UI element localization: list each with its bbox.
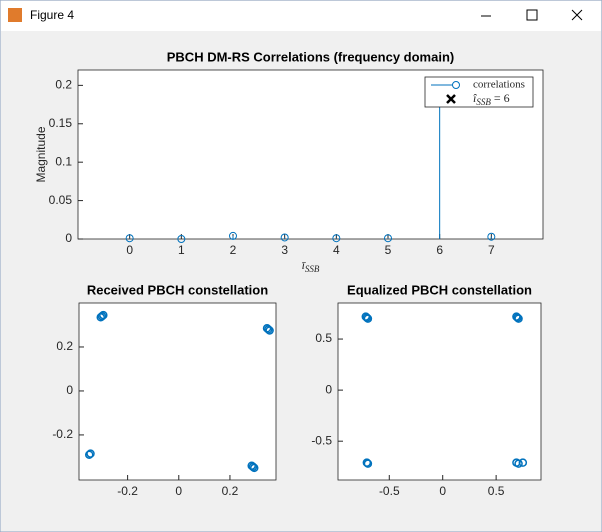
legend-label-sub: SSB — [476, 97, 491, 107]
y-tick-label: 0 — [65, 231, 72, 245]
x-axis-label-base: ī — [302, 258, 307, 272]
x-axis-label-sub: SSB — [305, 264, 320, 274]
legend-label-rest: = 6 — [491, 91, 510, 105]
stem-marker — [229, 231, 237, 240]
stem-marker — [384, 234, 392, 243]
y-tick-label: 0.2 — [55, 78, 72, 92]
point — [518, 458, 528, 467]
x-tick-label: -0.5 — [379, 484, 400, 498]
x-axis-label: īSSB — [302, 258, 320, 274]
y-tick-label: -0.2 — [52, 427, 73, 441]
x-tick-label: 7 — [488, 243, 495, 257]
point — [265, 326, 274, 335]
point — [513, 313, 522, 322]
point — [86, 449, 95, 458]
y-tick-label: 0 — [66, 383, 73, 397]
title-bar — [1, 1, 601, 31]
stem-marker — [280, 233, 289, 242]
y-tick-label: 0.05 — [49, 193, 73, 207]
point — [514, 314, 523, 323]
point — [250, 463, 259, 473]
plots: PBCH DM-RS Correlations (frequency domai… — [34, 49, 544, 498]
x-tick-label: 0.2 — [222, 484, 239, 498]
point — [363, 459, 373, 468]
y-tick-label: 0 — [325, 382, 332, 396]
x-tick-label: 0 — [175, 484, 182, 498]
stem-marker — [487, 232, 496, 241]
x-tick-label: 0 — [439, 484, 446, 498]
point — [512, 312, 521, 321]
chart-title: Received PBCH constellation — [87, 282, 268, 297]
y-tick-label: 0.1 — [55, 154, 72, 168]
window-title: Figure 4 — [30, 8, 74, 22]
legend-marker — [446, 94, 456, 104]
point — [514, 459, 523, 468]
axes — [78, 302, 277, 481]
stem-marker — [125, 234, 134, 243]
stem-marker — [177, 235, 186, 243]
x-tick-label: 1 — [178, 243, 185, 257]
chart-title: Equalized PBCH constellation — [347, 282, 532, 297]
legend-label: îSSB = 6 — [473, 91, 510, 107]
y-axis-label: Magnitude — [34, 126, 48, 182]
point — [84, 450, 94, 459]
x-tick-label: 3 — [281, 243, 288, 257]
point — [96, 313, 105, 322]
point — [361, 312, 371, 321]
point — [248, 462, 258, 472]
y-tick-label: -0.5 — [311, 433, 332, 447]
point — [264, 325, 273, 334]
y-tick-label: 0.2 — [56, 339, 73, 353]
x-tick-label: 4 — [333, 243, 340, 257]
x-tick-label: 6 — [436, 243, 443, 257]
x-tick-label: 0 — [126, 243, 133, 257]
x-tick-label: 0.5 — [488, 484, 505, 498]
y-tick-label: 0.5 — [315, 331, 332, 345]
point — [362, 313, 372, 322]
legend-label: correlations — [473, 79, 525, 91]
x-tick-label: -0.2 — [117, 484, 138, 498]
app-icon — [8, 8, 22, 22]
point — [363, 314, 373, 323]
stem-marker — [332, 234, 341, 243]
close-button[interactable] — [571, 9, 583, 21]
legend-label-base: î — [473, 91, 477, 105]
axes — [337, 302, 542, 481]
point — [362, 458, 372, 467]
legend — [424, 76, 534, 108]
chart-title: PBCH DM-RS Correlations (frequency domai… — [167, 49, 454, 64]
y-tick-label: 0.15 — [49, 116, 73, 130]
point — [97, 311, 107, 321]
x-tick-label: 2 — [230, 243, 237, 257]
maximize-button[interactable] — [526, 9, 538, 21]
x-tick-label: 5 — [385, 243, 392, 257]
legend-marker — [452, 81, 460, 89]
